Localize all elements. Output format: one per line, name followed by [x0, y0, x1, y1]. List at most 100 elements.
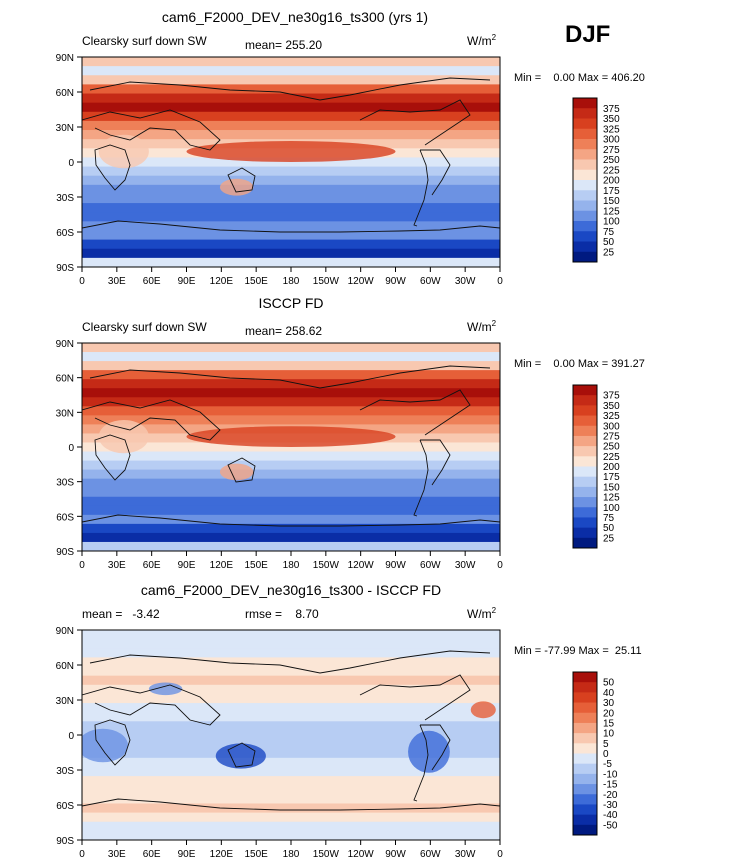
colorbar-swatch: [573, 794, 597, 805]
lat-band: [82, 406, 500, 416]
colorbar-label: 325: [603, 124, 620, 135]
lon-tick-label: 60W: [420, 276, 441, 287]
colorbar-swatch: [573, 804, 597, 816]
lat-tick-label: 0: [68, 158, 74, 169]
lat-band: [82, 639, 500, 649]
colorbar-swatch: [573, 405, 597, 416]
lat-band: [82, 648, 500, 658]
colorbar-label: 250: [603, 155, 620, 166]
colorbar-swatch: [573, 702, 597, 714]
colorbar-swatch: [573, 692, 597, 703]
lon-tick-label: 30E: [108, 560, 126, 571]
lat-tick-label: 60S: [56, 512, 74, 523]
colorbar-label: 300: [603, 135, 620, 146]
units-label: W/m2: [467, 606, 497, 621]
lon-tick-label: 150W: [313, 849, 340, 860]
map-field: [82, 343, 500, 551]
colorbar-label: -5: [603, 759, 612, 770]
colorbar-label: 25: [603, 247, 615, 258]
units-superscript: 2: [492, 33, 497, 42]
lat-tick-label: 30S: [56, 193, 74, 204]
lat-band: [82, 379, 500, 389]
lat-band: [82, 666, 500, 677]
units-label: W/m2: [467, 319, 497, 334]
lat-band: [82, 221, 500, 232]
field-label: Clearsky surf down SW: [82, 320, 207, 334]
colorbar-swatch: [573, 98, 597, 109]
colorbar-swatch: [573, 733, 597, 744]
mean-stat: mean= 258.62: [245, 324, 322, 338]
lat-band: [82, 757, 500, 768]
colorbar-label: 100: [603, 503, 620, 514]
lon-tick-label: 120W: [348, 849, 375, 860]
lat-tick-label: 90N: [56, 339, 74, 350]
colorbar-swatch: [573, 682, 597, 693]
lat-band: [82, 514, 500, 525]
colorbar-label: 375: [603, 391, 620, 402]
units-text: W/m: [467, 320, 492, 334]
minmax-label: Min = -77.99 Max = 25.11: [514, 645, 642, 657]
colorbar-swatch: [573, 169, 597, 181]
season-label: DJF: [565, 21, 610, 48]
colorbar: 3753503253002752502252001751501251007550…: [572, 97, 620, 263]
colorbar-swatch: [573, 507, 597, 518]
lat-band: [82, 803, 500, 814]
lon-axis: 0 30E 60E 90E 120E 150E 180 150W 120W 90W 60W 30W 0: [79, 267, 503, 287]
lon-tick-label: 180: [283, 560, 300, 571]
lat-tick-label: 60N: [56, 374, 74, 385]
colorbar-swatch: [573, 128, 597, 140]
lon-tick-label: 120W: [348, 560, 375, 571]
colorbar-swatch: [573, 210, 597, 222]
lat-band: [82, 739, 500, 750]
colorbar-swatch: [573, 743, 597, 754]
lon-tick-label: 150W: [313, 276, 340, 287]
lat-tick-label: 30N: [56, 123, 74, 134]
panel-title: ISCCP FD: [258, 295, 323, 311]
colorbar-label: 125: [603, 493, 620, 504]
colorbar-swatch: [573, 446, 597, 457]
colorbar-label: -50: [603, 820, 618, 831]
lon-tick-label: 150E: [244, 560, 268, 571]
lat-band: [82, 120, 500, 131]
lon-tick-label: 150E: [244, 276, 268, 287]
lat-band: [82, 505, 500, 516]
colorbar-label: 5: [603, 739, 609, 750]
field-anomaly: [186, 141, 396, 162]
lat-band: [82, 630, 500, 640]
colorbar-label: 50: [603, 237, 615, 248]
lon-tick-label: 120W: [348, 276, 375, 287]
lat-band: [82, 93, 500, 104]
colorbar-swatch: [573, 200, 597, 212]
colorbar-swatch: [573, 456, 597, 467]
lat-band: [82, 794, 500, 805]
colorbar-swatch: [573, 139, 597, 150]
colorbar-swatch: [573, 159, 597, 171]
colorbar-swatch: [573, 435, 597, 447]
lon-tick-label: 0: [497, 276, 503, 287]
lat-band: [82, 532, 500, 543]
coastlines: [82, 77, 500, 233]
colorbar-label: 0: [603, 749, 609, 760]
lat-band: [82, 478, 500, 489]
panel-title: cam6_F2000_DEV_ne30g16_ts300 (yrs 1): [162, 9, 428, 25]
colorbar-label: 175: [603, 186, 620, 197]
lon-tick-label: 30W: [455, 560, 476, 571]
field-anomaly: [215, 743, 266, 769]
colorbar-swatch: [573, 425, 597, 437]
colorbar-label: -40: [603, 810, 618, 821]
lat-band: [82, 343, 500, 353]
lat-band: [82, 157, 500, 168]
lat-band: [82, 203, 500, 213]
units-superscript: 2: [492, 319, 497, 328]
colorbar-swatch: [573, 190, 597, 201]
field-anomaly: [98, 419, 149, 454]
colorbar-swatch: [573, 497, 597, 508]
coastlines: [82, 365, 500, 527]
lat-band: [82, 212, 500, 222]
colorbar-swatch: [573, 672, 597, 683]
colorbar-label: 50: [603, 678, 615, 689]
lat-band: [82, 102, 500, 113]
colorbar-label: 300: [603, 421, 620, 432]
colorbar-label: 325: [603, 411, 620, 422]
colorbar-label: 200: [603, 462, 620, 473]
